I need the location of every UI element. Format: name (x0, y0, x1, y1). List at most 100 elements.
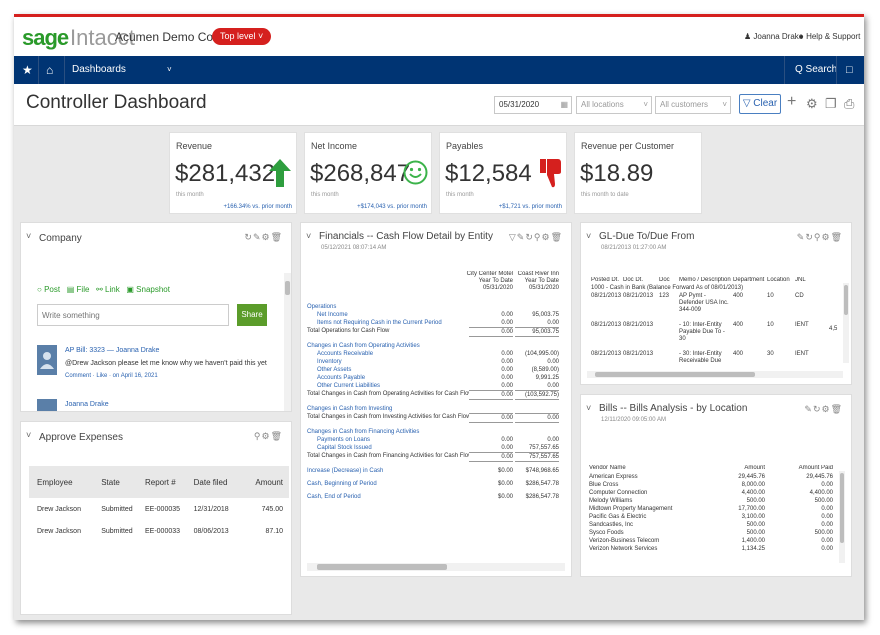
copy-icon[interactable]: ❐ (825, 96, 837, 111)
row-label[interactable]: Net Income (317, 312, 348, 318)
row-label[interactable]: Items not Requiring Cash in the Current … (317, 320, 442, 326)
col-state[interactable]: State (101, 477, 120, 487)
bills-col-header[interactable]: Amount (744, 465, 765, 471)
horizontal-scrollbar[interactable] (307, 563, 565, 571)
file-tab[interactable]: ▤ File (66, 285, 90, 294)
edit-icon[interactable]: ✎ (804, 404, 813, 414)
row-label[interactable]: Capital Stock Issued (317, 445, 372, 451)
share-button[interactable]: Share (237, 304, 267, 326)
chevron-down-icon[interactable]: ˅ (167, 65, 172, 74)
gl-col-header[interactable]: Memo / Description (679, 277, 731, 283)
gl-col-header[interactable]: Posted Dt. (591, 277, 620, 283)
panel-actions[interactable]: ✎↻⚙🗑 (804, 404, 843, 415)
table-row[interactable]: Verizon-Business Telecom 1,400.00 0.00 (587, 537, 837, 545)
gl-col-header[interactable]: JNL (795, 277, 806, 283)
table-row[interactable]: 08/21/2013 08/21/2013 - 30: Inter-Entity R… (587, 351, 839, 369)
home-icon[interactable]: ⌂ (46, 63, 54, 77)
col-employee[interactable]: Employee (37, 477, 73, 487)
table-row[interactable]: Drew Jackson Submitted EE-000035 12/31/2018… (29, 498, 289, 520)
col-date[interactable]: Date filed (193, 477, 228, 487)
post-tab[interactable]: ○ Post (37, 285, 61, 294)
add-icon[interactable]: + (787, 93, 797, 110)
feed-entry-meta[interactable]: Comment · Like · on April 16, 2021 (65, 373, 158, 379)
kpi-revenue-per-customer[interactable]: Revenue per Customer $18.89 this month t… (574, 132, 702, 214)
table-row[interactable]: Verizon Network Services 1,134.25 0.00 (587, 545, 837, 553)
row-label[interactable]: Cash, End of Period (307, 494, 361, 500)
location-filter[interactable]: All locations ˅ (576, 96, 652, 114)
gear-icon[interactable]: ⚙ (261, 431, 271, 441)
col-amount[interactable]: Amount (255, 477, 283, 487)
row-label[interactable]: Accounts Receivable (317, 351, 374, 357)
row-label[interactable]: Changes in Cash from Financing Activitie… (307, 429, 420, 435)
link-tab[interactable]: ⚯ Link (96, 285, 120, 294)
gear-icon[interactable]: ⚙ (821, 404, 831, 414)
bills-col-header[interactable]: Amount Paid (798, 465, 833, 471)
trash-icon[interactable]: 🗑 (270, 232, 283, 242)
search-icon[interactable]: ⚲ (253, 431, 262, 441)
gl-col-header[interactable]: Doc (659, 277, 670, 283)
chevron-down-icon[interactable]: ˅ (586, 403, 592, 413)
print-icon[interactable]: ⎙ (844, 96, 855, 111)
horizontal-scrollbar[interactable] (587, 371, 843, 378)
row-label[interactable]: Cash, Beginning of Period (307, 481, 377, 487)
scrollbar[interactable] (843, 283, 849, 363)
gear-icon[interactable]: ⚙ (261, 232, 271, 242)
gear-icon[interactable]: ⚙ (821, 232, 831, 242)
chevron-down-icon[interactable]: ˅ (26, 231, 32, 241)
table-row[interactable]: Melody Williams 500.00 500.00 (587, 497, 837, 505)
col-report[interactable]: Report # (144, 477, 176, 487)
panel-actions[interactable]: ▽✎↻⚲⚙🗑 (509, 232, 563, 243)
table-row[interactable]: 08/21/2013 08/21/2013 - 10: Inter-Entity P… (587, 322, 839, 350)
panel-actions[interactable]: ⚲⚙🗑 (254, 431, 283, 442)
bookmark-icon[interactable]: □ (846, 64, 853, 76)
search-icon[interactable]: ⚲ (533, 232, 542, 242)
row-label[interactable]: Changes in Cash from Investing (307, 406, 393, 412)
row-label[interactable]: Other Assets (317, 367, 352, 373)
table-row[interactable]: Sysco Foods 500.00 500.00 (587, 529, 837, 537)
search-icon[interactable]: ⚲ (813, 232, 822, 242)
bills-col-header[interactable]: Vendor Name (589, 465, 626, 471)
kpi-revenue[interactable]: Revenue $281,432 this month +166.34% vs.… (169, 132, 297, 214)
help-link[interactable]: ● Help & Support (799, 32, 860, 41)
chevron-down-icon[interactable]: ˅ (26, 430, 32, 440)
nav-search[interactable]: Q Search (795, 64, 838, 75)
kpi-net-income[interactable]: Net Income $268,847 this month +$174,043… (304, 132, 432, 214)
star-icon[interactable]: ★ (22, 63, 33, 77)
refresh-icon[interactable]: ↻ (812, 404, 822, 414)
clear-filters-button[interactable]: ▽ Clear (739, 94, 781, 114)
row-label[interactable]: Increase (Decrease) in Cash (307, 468, 384, 474)
scrollbar[interactable] (839, 471, 845, 563)
post-input[interactable] (37, 304, 229, 326)
table-row[interactable]: Computer Connection 4,400.00 4,400.00 (587, 489, 837, 497)
row-label[interactable]: Operations (307, 304, 337, 310)
sage-logo[interactable]: sage (22, 25, 69, 50)
trash-icon[interactable]: 🗑 (830, 232, 843, 242)
snapshot-tab[interactable]: ▣ Snapshot (126, 285, 170, 294)
trash-icon[interactable]: 🗑 (830, 404, 843, 414)
edit-icon[interactable]: ✎ (252, 232, 262, 242)
table-row[interactable]: 08/21/2013 08/21/2013 123 AP Pymt - Defende… (587, 293, 839, 321)
table-row[interactable]: American Express 29,445.76 29,445.76 (587, 473, 837, 481)
row-label[interactable]: Payments on Loans (317, 437, 371, 443)
feed-entry-title[interactable]: AP Bill: 3323 — Joanna Drake (65, 347, 160, 354)
user-menu[interactable]: ♟ Joanna Drake (744, 32, 803, 41)
table-row[interactable]: Sandcastles, Inc 500.00 0.00 (587, 521, 837, 529)
gear-icon[interactable]: ⚙ (541, 232, 551, 242)
gl-col-header[interactable]: Location (767, 277, 790, 283)
row-label[interactable]: Inventory (317, 359, 342, 365)
kpi-payables[interactable]: Payables $12,584 this month +$1,721 vs. … (439, 132, 567, 214)
table-row[interactable]: Blue Cross 8,000.00 0.00 (587, 481, 837, 489)
refresh-icon[interactable]: ↻ (244, 232, 253, 242)
table-row[interactable]: Midtown Property Management 17,700.00 0.00 (587, 505, 837, 513)
trash-icon[interactable]: 🗑 (550, 232, 563, 242)
calendar-icon[interactable]: ▦ (560, 100, 568, 109)
gl-col-header[interactable]: Doc Dt. (623, 277, 644, 283)
entity-level-dropdown[interactable]: Top level ˅ (212, 28, 272, 45)
refresh-icon[interactable]: ↻ (805, 232, 814, 242)
refresh-icon[interactable]: ↻ (525, 232, 534, 242)
row-label[interactable]: Accounts Payable (317, 375, 366, 381)
row-label[interactable]: Changes in Cash from Operating Activitie… (307, 343, 420, 349)
row-label[interactable]: Other Current Liabilities (317, 383, 381, 389)
chevron-down-icon[interactable]: ˅ (306, 231, 312, 241)
gear-icon[interactable]: ⚙ (806, 96, 818, 111)
